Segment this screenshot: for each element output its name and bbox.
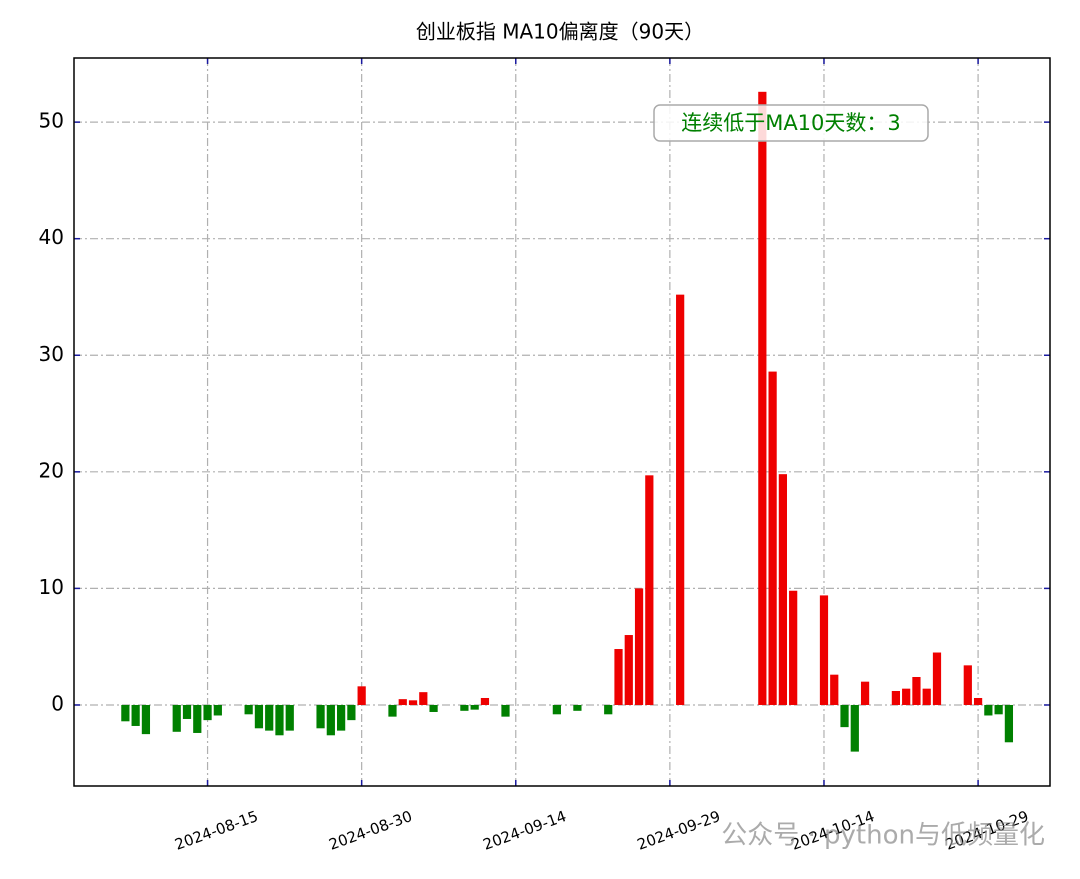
bar <box>337 704 346 731</box>
bar <box>768 371 777 705</box>
x-tick-label: 2024-09-14 <box>481 807 569 854</box>
bar <box>552 704 561 715</box>
bar <box>460 704 469 711</box>
bar <box>984 704 993 716</box>
bar <box>860 681 870 705</box>
bar <box>203 704 212 721</box>
bar <box>388 704 397 717</box>
bar <box>1004 704 1014 743</box>
bar <box>932 652 942 705</box>
bar <box>141 704 151 735</box>
bar <box>614 649 623 705</box>
annotation: 连续低于MA10天数：3 <box>653 104 929 142</box>
bar <box>357 686 366 705</box>
bar <box>429 704 438 712</box>
bar <box>501 704 510 717</box>
bar <box>398 699 407 705</box>
bar <box>121 704 130 722</box>
bar <box>891 690 901 705</box>
bar <box>285 704 294 731</box>
bar <box>573 704 582 711</box>
y-tick-label: 40 <box>39 225 64 249</box>
bar <box>275 704 284 736</box>
chart-title: 创业板指 MA10偏离度（90天） <box>416 20 704 44</box>
bar <box>480 697 490 705</box>
y-tick-label: 10 <box>39 575 64 599</box>
bar <box>830 674 839 705</box>
bar <box>182 704 192 719</box>
bar <box>922 688 931 705</box>
bar <box>408 700 418 705</box>
bar <box>758 91 767 705</box>
bar <box>347 704 356 721</box>
bar <box>973 697 983 705</box>
bar <box>131 704 140 726</box>
bar <box>819 595 829 705</box>
bar <box>213 704 222 716</box>
bar <box>789 590 798 705</box>
y-tick-label: 20 <box>39 458 64 482</box>
bar <box>850 704 859 752</box>
bar <box>193 704 202 733</box>
bar <box>316 704 325 729</box>
bar <box>419 692 428 705</box>
y-tick-label: 0 <box>51 691 64 715</box>
bar <box>840 704 849 728</box>
bar <box>624 635 633 705</box>
watermark: 公众号 · python与低频量化 <box>721 821 1045 851</box>
bar <box>326 704 335 736</box>
bar <box>676 294 685 705</box>
bar <box>963 665 972 705</box>
plot-frame <box>73 57 1051 787</box>
bar <box>254 704 264 729</box>
bar <box>244 704 253 715</box>
x-tick-label: 2024-08-15 <box>172 807 260 854</box>
bar <box>470 704 479 710</box>
bar <box>778 474 787 705</box>
annotation-text: 连续低于MA10天数：3 <box>681 111 901 135</box>
bar <box>645 475 654 705</box>
bar <box>902 688 911 705</box>
bar <box>172 704 181 732</box>
bar <box>265 704 274 731</box>
y-tick-label: 30 <box>39 342 64 366</box>
bar <box>634 588 644 705</box>
x-tick-label: 2024-08-30 <box>326 807 414 854</box>
x-tick-label: 2024-09-29 <box>635 807 723 854</box>
bar <box>604 704 613 715</box>
y-tick-label: 50 <box>39 109 64 133</box>
annotation-box <box>653 104 929 142</box>
bar <box>994 704 1003 715</box>
bar <box>912 677 921 705</box>
